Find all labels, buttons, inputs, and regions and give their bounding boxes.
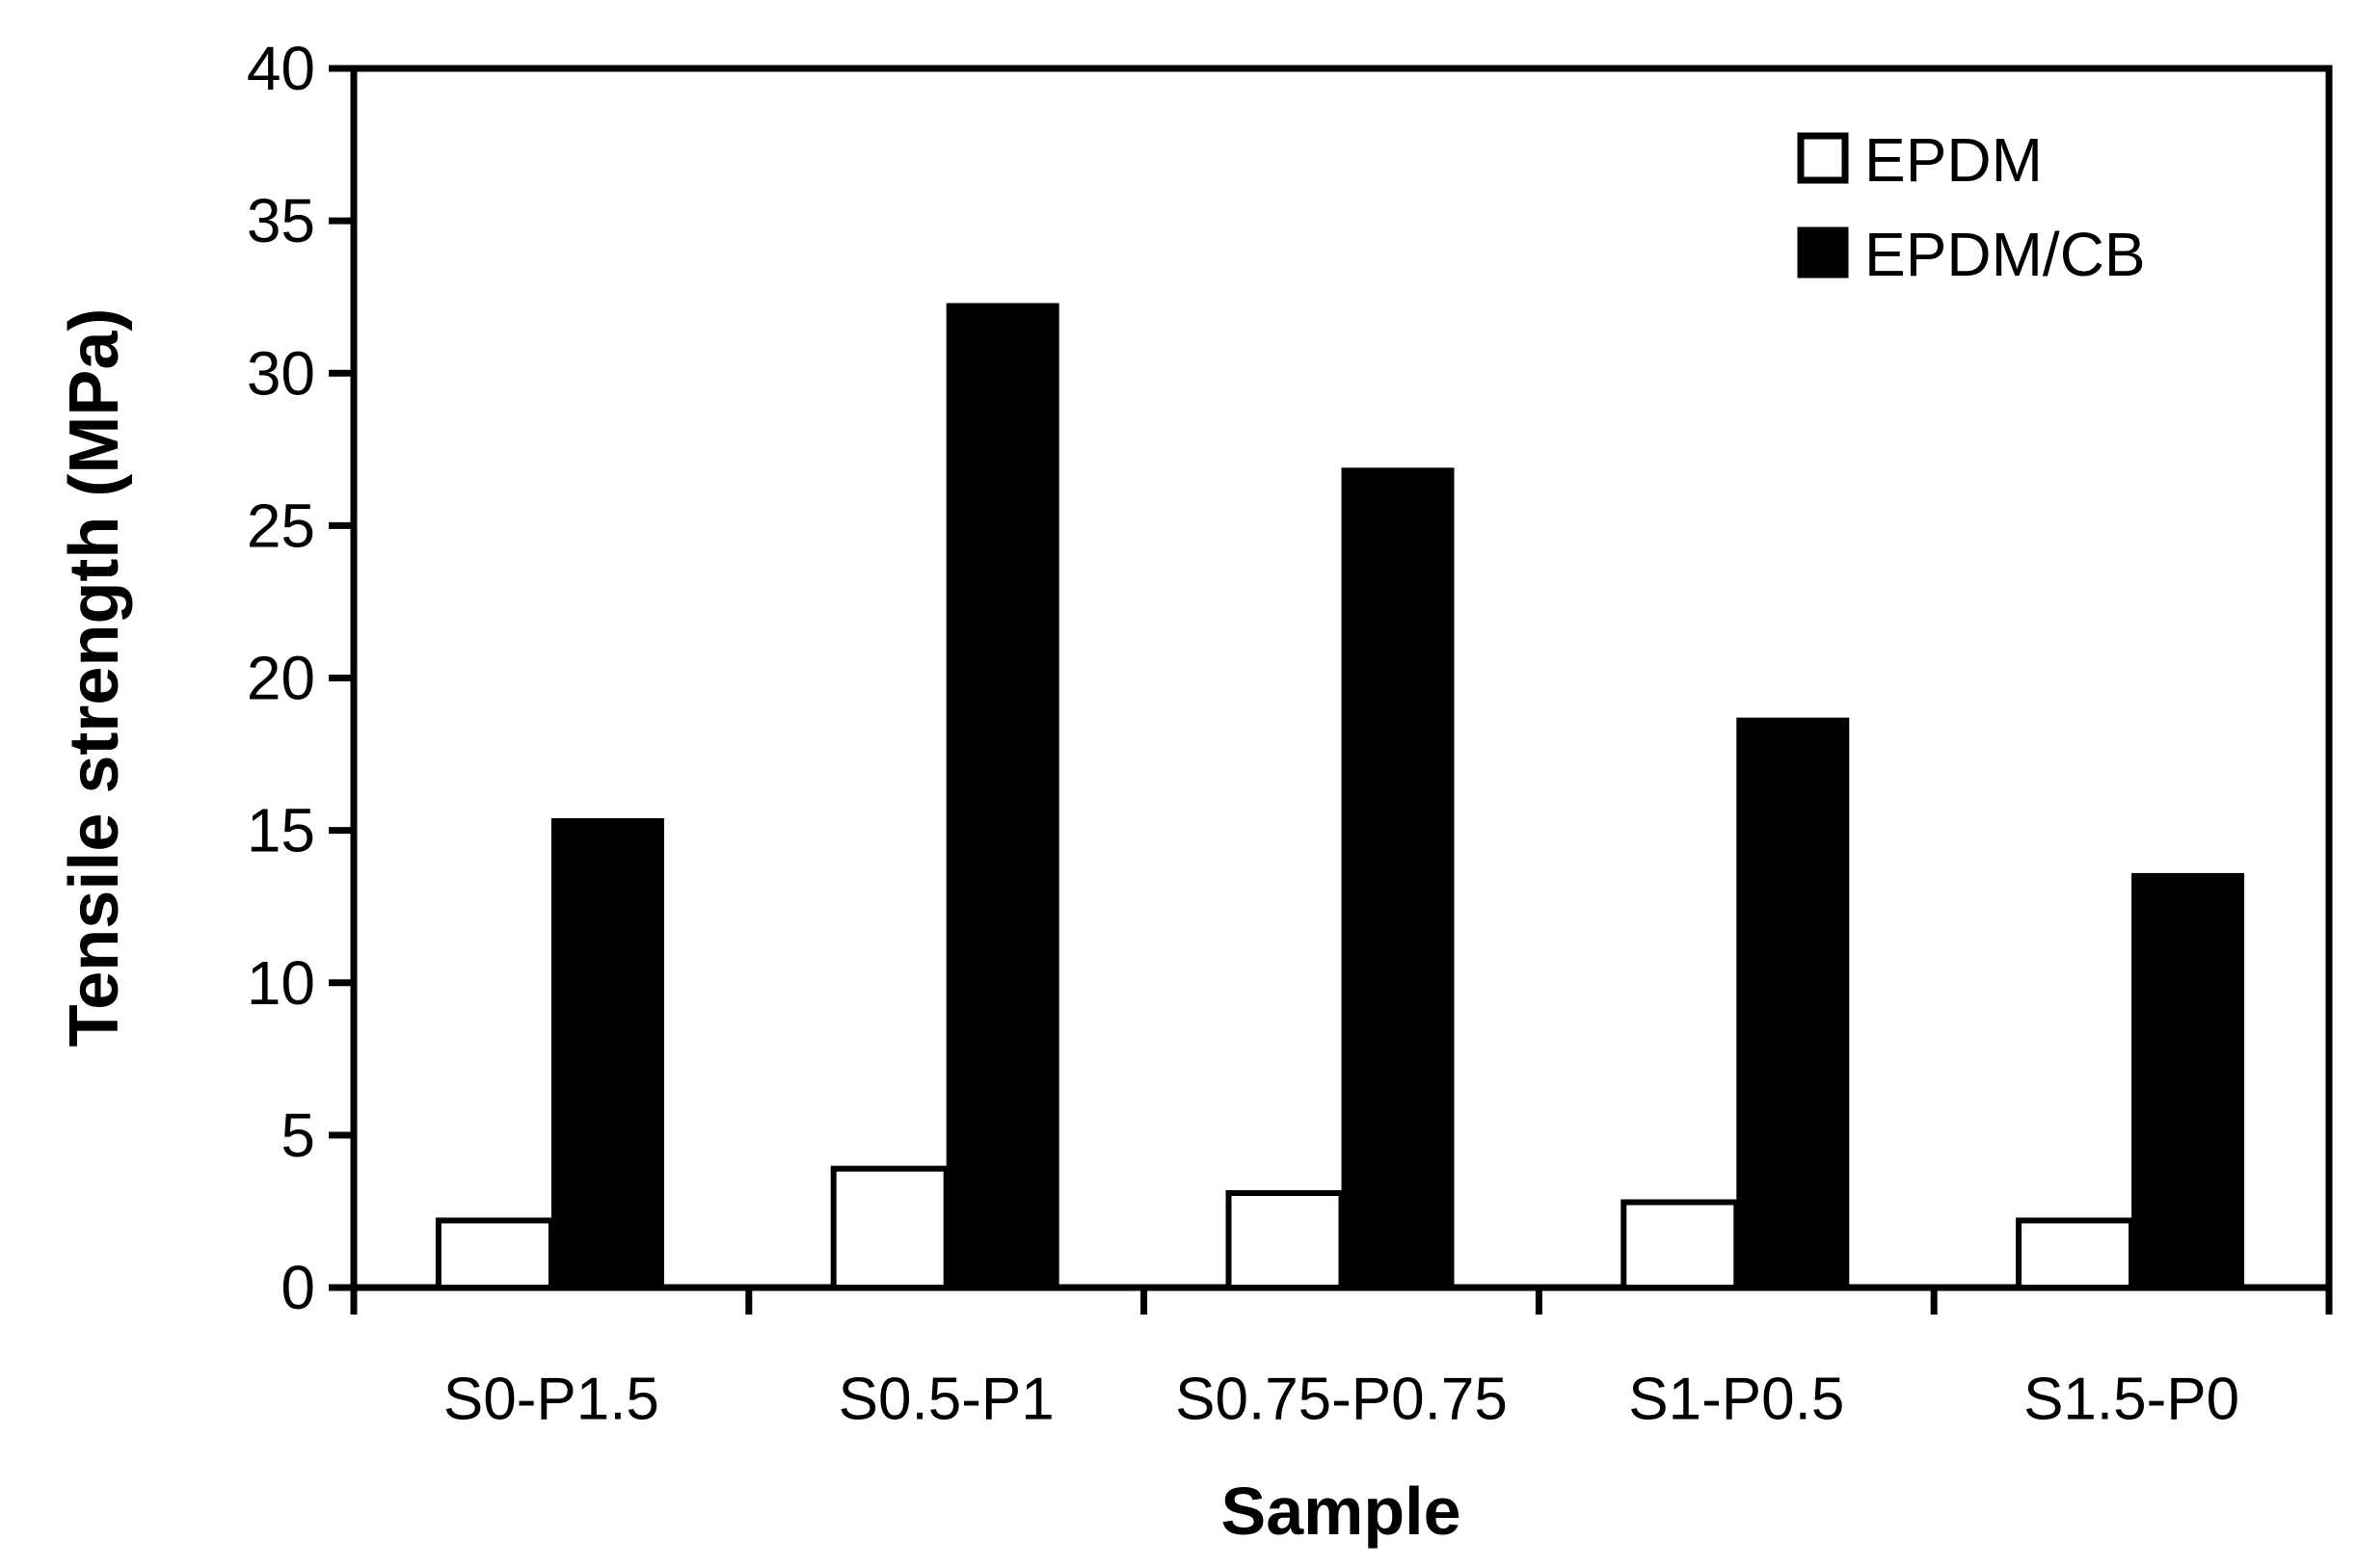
category-label: S1.5-P0 xyxy=(2023,1367,2239,1433)
bar-epdm xyxy=(435,1217,554,1291)
y-axis-ticks: 0 5 10 15 20 25 30 35 40 xyxy=(247,34,354,1322)
x-axis-title: Sample xyxy=(1221,1474,1461,1549)
bar-epdm-cb xyxy=(2131,872,2245,1288)
y-tick-label: 20 xyxy=(247,644,315,713)
y-axis-title: Tensile strength (MPa) xyxy=(56,308,133,1048)
category-label: S0.75-P0.75 xyxy=(1175,1367,1508,1433)
bar-epdm xyxy=(1620,1199,1740,1290)
y-tick-label: 15 xyxy=(247,796,315,865)
x-axis-category-labels: S0-P1.5 S0.5-P1 S0.75-P0.75 S1-P0.5 S1.5-P0 xyxy=(443,1367,2239,1433)
y-tick-label: 35 xyxy=(247,186,315,255)
x-axis-ticks xyxy=(350,1288,2333,1315)
bar-epdm xyxy=(2016,1217,2135,1291)
bar-series xyxy=(435,303,2245,1291)
bar-epdm-cb xyxy=(1736,717,1850,1288)
legend: EPDM EPDM/CB xyxy=(1797,125,2146,289)
bar-epdm-cb xyxy=(946,303,1059,1288)
bar-epdm xyxy=(830,1165,950,1290)
category-label: S1-P0.5 xyxy=(1628,1367,1844,1433)
y-tick-label: 30 xyxy=(247,338,315,408)
bar-epdm xyxy=(1225,1189,1345,1291)
bar-epdm-cb xyxy=(550,817,664,1288)
category-label: S0-P1.5 xyxy=(443,1367,659,1433)
y-tick-label: 25 xyxy=(247,491,315,560)
y-tick-label: 5 xyxy=(281,1101,315,1170)
legend-swatch-epdm xyxy=(1797,132,1849,184)
category-label: S0.5-P1 xyxy=(839,1367,1055,1433)
y-tick-label: 0 xyxy=(281,1253,315,1322)
legend-label-epdm-cb: EPDM/CB xyxy=(1864,220,2146,289)
legend-swatch-epdm-cb xyxy=(1797,226,1849,279)
legend-label-epdm: EPDM xyxy=(1864,125,2043,195)
bar-epdm-cb xyxy=(1341,467,1455,1289)
y-tick-label: 10 xyxy=(247,948,315,1018)
y-tick-label: 40 xyxy=(247,34,315,103)
